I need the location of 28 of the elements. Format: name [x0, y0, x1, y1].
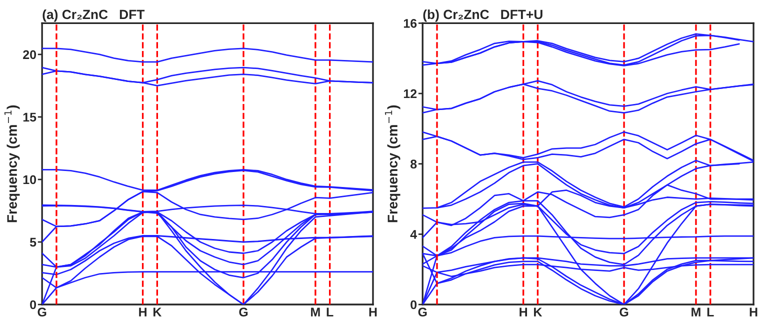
x-tick-label: H — [520, 308, 527, 316]
y-tick-label: 12 — [404, 89, 417, 98]
x-tick-label: K — [534, 308, 542, 316]
y-axis-title: Frequency (cm$^{−1}$) — [384, 105, 400, 222]
x-tick-label: H — [369, 308, 377, 316]
x-tick-label: G — [620, 308, 628, 316]
x-tick-label: G — [418, 308, 427, 316]
x-tick-label: G — [38, 308, 46, 316]
y-tick-label: 16 — [404, 18, 417, 28]
y-tick-label: 8 — [410, 160, 417, 168]
y-tick-label: 4 — [410, 230, 417, 239]
x-tick-label: G — [239, 308, 248, 316]
x-tick-label: K — [153, 308, 162, 316]
chart-title: (b) Cr₂ZnC DFT+U — [423, 9, 542, 22]
x-tick-label: L — [326, 308, 334, 316]
y-axis-title: Frequency (cm$^{−1}$) — [4, 105, 20, 222]
chart-title: (a) Cr₂ZnC DFT — [42, 9, 145, 22]
x-tick-label: M — [311, 308, 320, 316]
y-tick-label: 5 — [30, 238, 36, 247]
y-tick-label: 15 — [23, 112, 36, 122]
y-tick-label: 0 — [30, 300, 36, 310]
y-tick-label: 10 — [23, 175, 36, 184]
x-tick-label: M — [692, 308, 700, 316]
x-tick-label: H — [750, 308, 758, 316]
x-tick-label: L — [707, 308, 714, 316]
y-tick-label: 20 — [23, 50, 36, 60]
y-tick-label: 0 — [410, 300, 417, 310]
x-tick-label: H — [139, 308, 146, 316]
